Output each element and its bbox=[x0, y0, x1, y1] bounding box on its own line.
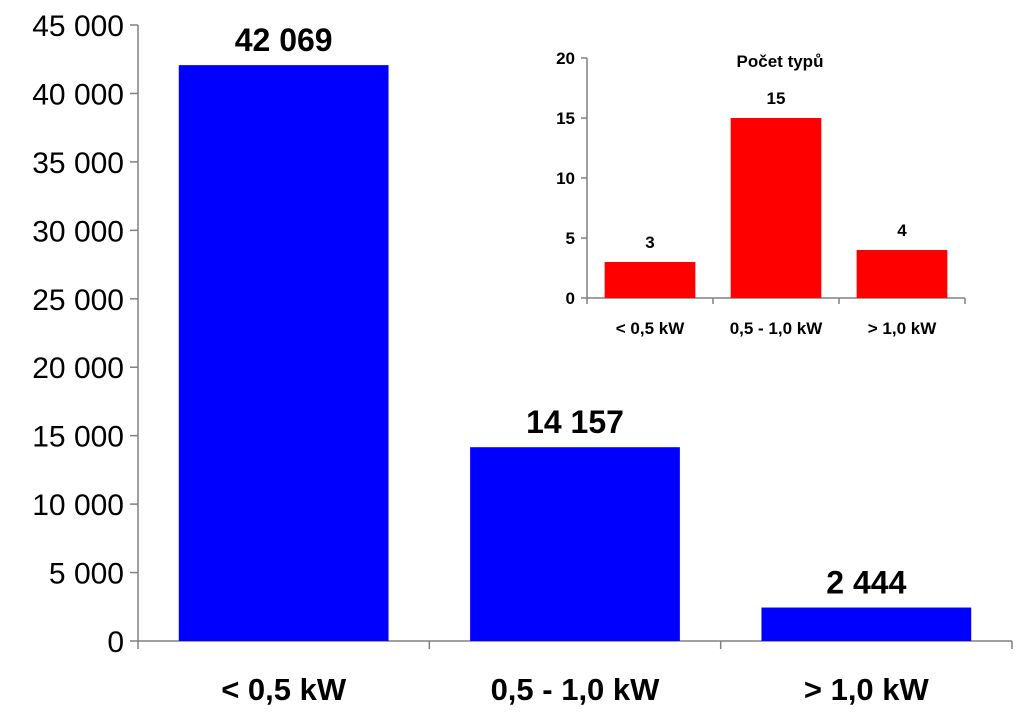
main-bar bbox=[470, 447, 680, 641]
inset-bar bbox=[604, 262, 696, 298]
inset-y-tick-label: 20 bbox=[556, 49, 575, 68]
inset-y-tick-label: 15 bbox=[556, 109, 575, 128]
main-y-tick-label: 40 000 bbox=[32, 78, 124, 111]
main-y-tick-label: 15 000 bbox=[32, 421, 124, 454]
inset-y-tick-label: 5 bbox=[566, 229, 575, 248]
main-category-label: < 0,5 kW bbox=[221, 672, 347, 707]
inset-bar-chart: Počet typů 0 5 10 15 20 3 < 0,5 kW 15 0,5 - 1,0 … bbox=[556, 49, 966, 338]
main-bar bbox=[761, 607, 972, 641]
inset-value-label: 3 bbox=[645, 233, 654, 252]
main-value-label: 2 444 bbox=[826, 565, 906, 601]
main-y-tick-label: 45 000 bbox=[32, 10, 124, 43]
main-category-label: 0,5 - 1,0 kW bbox=[491, 672, 661, 707]
main-y-tick-label: 30 000 bbox=[32, 215, 124, 248]
main-value-label: 42 069 bbox=[235, 22, 333, 58]
inset-category-label: 0,5 - 1,0 kW bbox=[730, 319, 824, 338]
main-y-tick-label: 25 000 bbox=[32, 284, 124, 317]
main-y-tick-label: 10 000 bbox=[32, 489, 124, 522]
main-y-tick-label: 0 bbox=[107, 626, 124, 659]
inset-y-tick-label: 0 bbox=[566, 289, 575, 308]
inset-category-label: > 1,0 kW bbox=[868, 319, 937, 338]
inset-category-label: < 0,5 kW bbox=[616, 319, 685, 338]
inset-value-label: 15 bbox=[767, 89, 786, 108]
inset-bar bbox=[730, 118, 822, 298]
inset-y-tick-label: 10 bbox=[556, 169, 575, 188]
main-bar bbox=[178, 65, 389, 641]
main-y-tick-label: 35 000 bbox=[32, 147, 124, 180]
main-y-tick-label: 20 000 bbox=[32, 352, 124, 385]
inset-value-label: 4 bbox=[897, 221, 907, 240]
inset-chart-title: Počet typů bbox=[737, 52, 824, 71]
main-value-label: 14 157 bbox=[526, 404, 624, 440]
main-y-tick-label: 5 000 bbox=[49, 558, 124, 591]
main-category-label: > 1,0 kW bbox=[804, 672, 930, 707]
inset-bar bbox=[856, 250, 948, 298]
